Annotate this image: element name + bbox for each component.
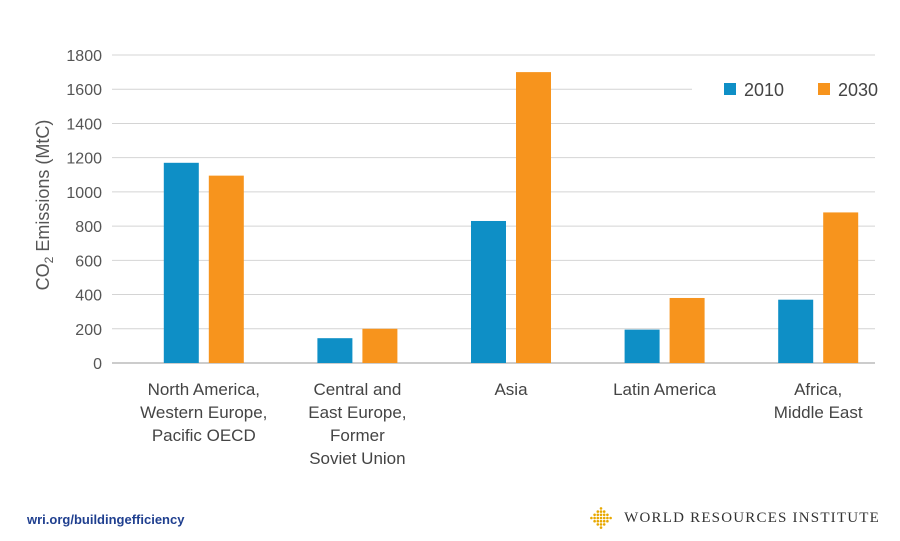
bar-2030-1 xyxy=(208,175,244,363)
y-tick-label: 1000 xyxy=(66,185,102,202)
y-tick-label: 400 xyxy=(75,288,102,305)
bar-2010-4 xyxy=(624,329,660,363)
x-category-label: Central and East Europe, Former Soviet Unio… xyxy=(308,380,406,468)
bar-2030-5 xyxy=(823,212,859,363)
wri-logo-icon xyxy=(590,507,613,529)
y-tick-label: 1600 xyxy=(66,82,102,99)
y-axis-ticks: 0 200 400 600 800 1000 1200 1400 1600 1800 xyxy=(66,48,102,373)
y-axis-label: CO2 Emissions (MtC) xyxy=(33,120,56,291)
y-tick-label: 200 xyxy=(75,322,102,339)
brand-name: WORLD RESOURCES INSTITUTE xyxy=(624,509,880,526)
legend: 2010 2030 xyxy=(692,72,882,108)
legend-label-2030: 2030 xyxy=(838,80,878,100)
legend-swatch-2030 xyxy=(818,83,830,95)
x-category-label: Latin America xyxy=(613,380,717,399)
bar-2030-2 xyxy=(362,328,398,363)
y-tick-label: 1800 xyxy=(66,48,102,65)
bar-chart: 0 200 400 600 800 1000 1200 1400 1600 1800 North … xyxy=(33,48,882,468)
bars xyxy=(163,72,859,363)
bar-2010-1 xyxy=(163,162,199,363)
bar-2030-4 xyxy=(669,297,705,363)
x-category-label: Asia xyxy=(494,380,528,399)
y-tick-label: 1200 xyxy=(66,151,102,168)
footer-url[interactable]: wri.org/buildingefficiency xyxy=(27,512,185,527)
wri-brand: WORLD RESOURCES INSTITUTE xyxy=(586,506,880,530)
x-category-label: Africa, Middle East xyxy=(774,380,863,422)
legend-label-2010: 2010 xyxy=(744,80,784,100)
legend-background xyxy=(692,72,882,108)
bar-2030-3 xyxy=(516,72,551,363)
x-axis-category-labels: North America, Western Europe, Pacific OEC… xyxy=(140,380,863,468)
legend-swatch-2010 xyxy=(724,83,736,95)
bar-2010-2 xyxy=(317,338,353,363)
bar-2010-5 xyxy=(778,299,814,363)
y-tick-label: 1400 xyxy=(66,116,102,133)
y-tick-label: 0 xyxy=(93,356,102,373)
x-category-label: North America, Western Europe, Pacific OEC… xyxy=(140,380,267,445)
y-tick-label: 800 xyxy=(75,219,102,236)
y-tick-label: 600 xyxy=(75,253,102,270)
bar-2010-3 xyxy=(471,220,506,363)
